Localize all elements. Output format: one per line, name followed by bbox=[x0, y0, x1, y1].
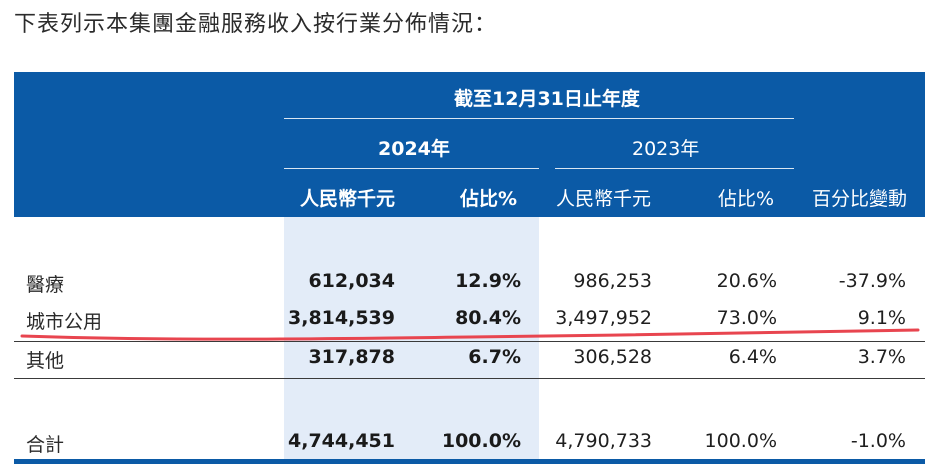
header-divider bbox=[284, 168, 539, 169]
caption: 下表列示本集團金融服務收入按行業分佈情況： bbox=[14, 12, 498, 37]
header-divider bbox=[284, 118, 794, 119]
cell-rmb-2023: 306,528 bbox=[573, 346, 652, 368]
cell-rmb-2023: 3,497,952 bbox=[555, 307, 652, 329]
rmb-2023-header: 人民幣千元 bbox=[556, 188, 652, 210]
row-label: 城市公用 bbox=[26, 311, 103, 333]
pct-2023-header: 佔比% bbox=[718, 188, 775, 210]
pct-2024-header: 佔比% bbox=[460, 188, 518, 210]
header-divider bbox=[555, 168, 794, 169]
row-divider bbox=[14, 378, 925, 379]
highlight-underline bbox=[20, 328, 920, 341]
cell-change: 9.1% bbox=[857, 307, 906, 329]
cell-pct-2024: 6.7% bbox=[468, 346, 521, 368]
total-rmb-2023: 4,790,733 bbox=[555, 430, 652, 452]
table-bottom-border bbox=[14, 459, 925, 464]
total-pct-2024: 100.0% bbox=[441, 430, 521, 452]
cell-rmb-2024: 3,814,539 bbox=[288, 307, 395, 329]
cell-rmb-2024: 612,034 bbox=[308, 270, 395, 292]
table-header bbox=[14, 72, 925, 217]
cell-rmb-2024: 317,878 bbox=[308, 346, 395, 368]
rmb-2024-header: 人民幣千元 bbox=[300, 188, 396, 210]
cell-pct-2024: 80.4% bbox=[455, 307, 521, 329]
cell-pct-2023: 20.6% bbox=[716, 270, 777, 292]
change-header: 百分比變動 bbox=[812, 188, 908, 210]
year-2024-header: 2024年 bbox=[378, 138, 450, 160]
year-2023-header: 2023年 bbox=[632, 138, 700, 160]
total-change: -1.0% bbox=[850, 430, 906, 452]
cell-change: -37.9% bbox=[838, 270, 906, 292]
row-label: 醫療 bbox=[26, 274, 65, 296]
cell-change: 3.7% bbox=[857, 346, 906, 368]
cell-rmb-2023: 986,253 bbox=[573, 270, 652, 292]
row-divider bbox=[14, 341, 925, 342]
period-header: 截至12月31日止年度 bbox=[454, 88, 640, 110]
cell-pct-2024: 12.9% bbox=[455, 270, 521, 292]
total-pct-2023: 100.0% bbox=[704, 430, 777, 452]
row-label: 其他 bbox=[26, 350, 65, 372]
total-rmb-2024: 4,744,451 bbox=[288, 430, 395, 452]
cell-pct-2023: 6.4% bbox=[728, 346, 777, 368]
cell-pct-2023: 73.0% bbox=[716, 307, 777, 329]
total-label: 合計 bbox=[26, 434, 65, 456]
